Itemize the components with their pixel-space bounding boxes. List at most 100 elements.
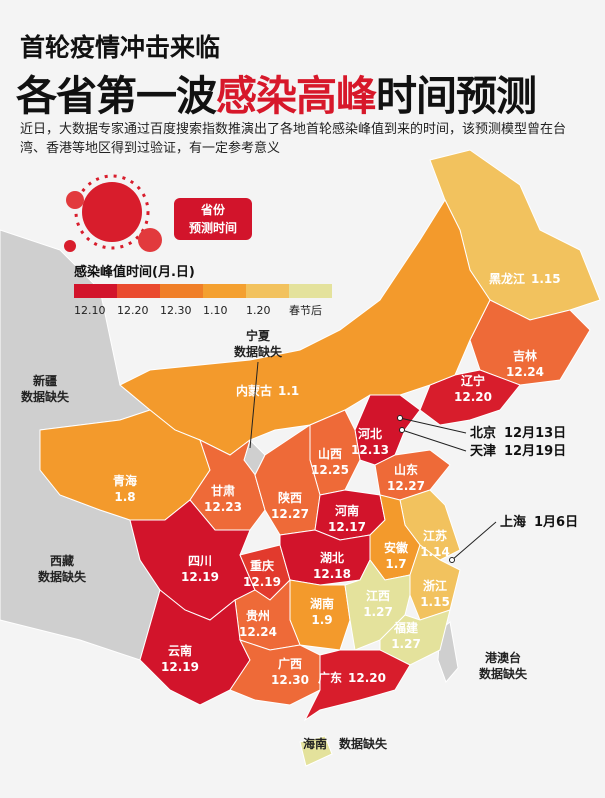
province bbox=[469, 299, 591, 386]
province-date: 1.14 bbox=[420, 545, 450, 559]
province-name: 浙江 bbox=[423, 578, 447, 593]
legend-label: 12.30 bbox=[160, 304, 192, 317]
province-date: 12.18 bbox=[313, 567, 351, 581]
province-date: 1.1 bbox=[278, 384, 299, 398]
badge-line: 省份 bbox=[200, 202, 226, 217]
legend-label: 1.20 bbox=[246, 304, 271, 317]
legend-swatch bbox=[117, 284, 160, 298]
missing-note: 数据缺失 bbox=[21, 389, 70, 404]
missing-name: 西藏 bbox=[50, 553, 74, 568]
badge-box bbox=[174, 198, 252, 240]
missing-note: 数据缺失 bbox=[38, 569, 87, 584]
missing-note: 数据缺失 bbox=[339, 736, 388, 751]
province-name: 安徽 bbox=[384, 540, 409, 555]
province-date: 1.9 bbox=[311, 613, 332, 627]
province-name: 山东 bbox=[394, 462, 418, 477]
title-line1: 首轮疫情冲击来临 bbox=[20, 33, 221, 62]
legend-swatch bbox=[160, 284, 203, 298]
callout-dot bbox=[399, 427, 405, 433]
legend-swatch bbox=[246, 284, 289, 298]
province-date: 12.25 bbox=[311, 463, 349, 477]
callout-name: 北京 bbox=[470, 425, 496, 441]
missing-note: 数据缺失 bbox=[234, 344, 283, 359]
hainan-shape bbox=[299, 735, 333, 767]
province-name: 辽宁 bbox=[461, 373, 485, 388]
province bbox=[344, 559, 411, 651]
province-date: 1.7 bbox=[385, 557, 406, 571]
callout-date: 1月6日 bbox=[534, 515, 578, 530]
province-name: 湖北 bbox=[320, 550, 344, 565]
province-date: 12.24 bbox=[239, 625, 277, 639]
province-date: 12.24 bbox=[506, 365, 544, 379]
virus-icon bbox=[64, 174, 162, 252]
province-name: 江苏 bbox=[423, 528, 447, 543]
missing-note: 数据缺失 bbox=[479, 666, 528, 681]
province-date: 12.27 bbox=[387, 479, 425, 493]
province bbox=[303, 649, 411, 722]
province-name: 河北 bbox=[357, 426, 382, 441]
province-date: 12.30 bbox=[271, 673, 309, 687]
callout-date: 12月19日 bbox=[504, 444, 566, 459]
legend-title: 感染峰值时间(月.日) bbox=[74, 264, 195, 280]
province-date: 12.13 bbox=[351, 443, 389, 457]
province-date: 12.27 bbox=[271, 507, 309, 521]
legend-swatch bbox=[203, 284, 246, 298]
province-name: 内蒙古 bbox=[236, 383, 272, 398]
intro: 近日，大数据专家通过百度搜索指数推演出了各地首轮感染峰值到来的时间，该预测模型曾… bbox=[20, 122, 567, 156]
province-date: 12.20 bbox=[454, 390, 492, 404]
missing-name: 宁夏 bbox=[246, 328, 271, 343]
missing-name: 海南 bbox=[303, 736, 327, 751]
callout-dot bbox=[397, 415, 403, 421]
province-date: 1.15 bbox=[420, 595, 450, 609]
province bbox=[379, 609, 451, 666]
title-part: 时间预测 bbox=[376, 72, 537, 120]
title-highlight: 感染高峰 bbox=[216, 72, 377, 120]
province-date: 12.19 bbox=[161, 660, 199, 674]
callout-name: 上海 bbox=[500, 514, 526, 530]
province-name: 青海 bbox=[113, 473, 137, 488]
province-date: 1.15 bbox=[531, 272, 561, 286]
legend-label: 12.10 bbox=[74, 304, 106, 317]
province-name: 江西 bbox=[366, 588, 390, 603]
province-name: 广东 bbox=[318, 670, 342, 685]
legend-label: 1.10 bbox=[203, 304, 228, 317]
callout-line bbox=[451, 521, 497, 561]
province-name: 四川 bbox=[188, 554, 212, 568]
province-name: 云南 bbox=[168, 643, 192, 658]
legend-label: 春节后 bbox=[289, 304, 322, 317]
legend-swatch bbox=[289, 284, 332, 298]
province-date: 12.19 bbox=[243, 575, 281, 589]
province-name: 甘肃 bbox=[211, 483, 235, 498]
province-date: 12.19 bbox=[181, 570, 219, 584]
province-name: 河南 bbox=[334, 503, 359, 518]
legend-label: 12.20 bbox=[117, 304, 149, 317]
province-name: 重庆 bbox=[250, 558, 274, 573]
title-line2: 各省第一波感染高峰时间预测 bbox=[16, 62, 537, 122]
province-date: 12.23 bbox=[204, 500, 242, 514]
province-date: 1.27 bbox=[391, 637, 421, 651]
province-date: 1.8 bbox=[114, 490, 135, 504]
province-name: 黑龙江 bbox=[489, 271, 525, 286]
missing-name: 新疆 bbox=[33, 373, 57, 388]
title-part: 各省第一波 bbox=[16, 72, 217, 120]
callout-line bbox=[249, 361, 259, 449]
province-name: 山西 bbox=[318, 446, 342, 461]
province bbox=[229, 639, 321, 706]
provinces bbox=[39, 149, 601, 722]
province-name: 贵州 bbox=[246, 608, 270, 623]
missing-name: 港澳台 bbox=[485, 650, 521, 665]
callout-line bbox=[401, 429, 467, 452]
callout-line bbox=[399, 417, 467, 434]
labels: 黑龙江 1.15 吉林 12.24 辽宁 12.20 内蒙古 1.1 河北 12.13 山西 12.2… bbox=[21, 271, 578, 751]
province-date: 1.27 bbox=[363, 605, 393, 619]
callout-date: 12月13日 bbox=[504, 426, 566, 441]
province-name: 陕西 bbox=[278, 490, 302, 505]
callout-name: 天津 bbox=[470, 443, 496, 459]
badge-line: 预测时间 bbox=[189, 220, 237, 235]
legend-swatch bbox=[74, 284, 117, 298]
province-name: 福建 bbox=[393, 620, 419, 635]
callout-dot bbox=[449, 557, 455, 563]
legend: 12.10 12.20 12.30 1.10 1.20 春节后 bbox=[74, 284, 332, 317]
